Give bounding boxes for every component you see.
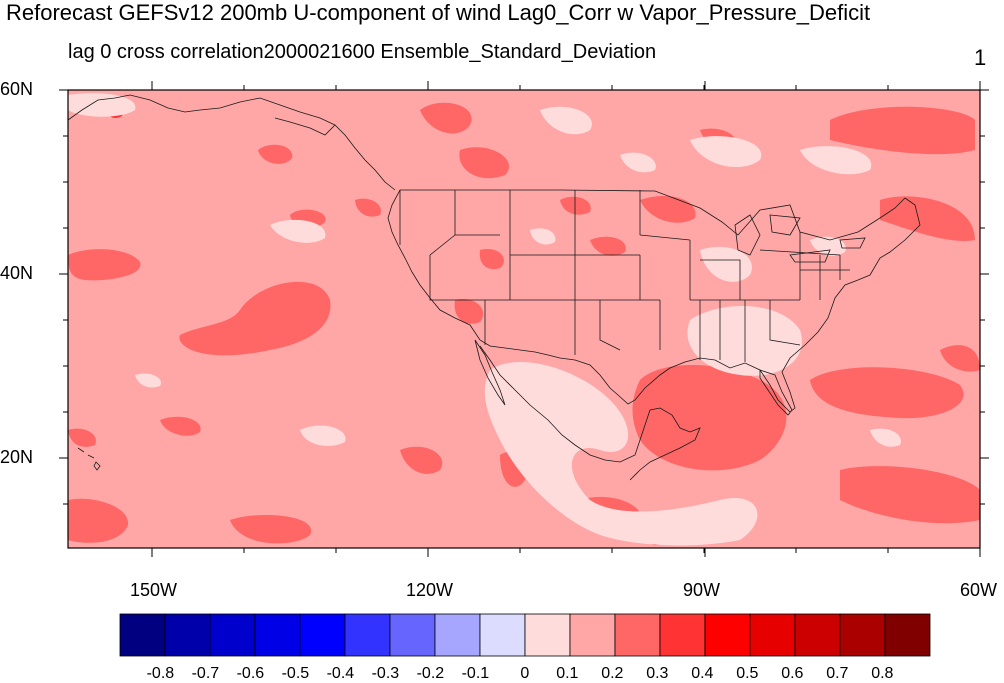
colorbar-label: -0.1	[461, 665, 490, 682]
colorbar-swatch	[209, 613, 256, 657]
colorbar-label: -0.7	[191, 665, 220, 682]
field-patches-low	[68, 93, 901, 546]
colorbar-label: -0.6	[236, 665, 265, 682]
map-field	[68, 90, 980, 548]
bc-coast-outline	[334, 124, 396, 191]
colorbar-swatch	[884, 613, 931, 657]
colorbar-swatch	[794, 613, 841, 657]
page-number: 1	[974, 45, 987, 70]
map-frame	[67, 89, 981, 549]
colorbar-label: -0.2	[416, 665, 445, 682]
lon-label-150w: 150W	[130, 580, 178, 600]
lon-label-120w: 120W	[406, 580, 454, 600]
colorbar-label: 0.3	[646, 665, 669, 682]
colorbar-label: 0.4	[691, 665, 714, 682]
colorbar-label: 0.7	[826, 665, 849, 682]
colorbar-swatch	[569, 613, 616, 657]
chart-subtitle: lag 0 cross correlation2000021600 Ensemb…	[68, 41, 657, 63]
colorbar-swatch	[479, 613, 526, 657]
colorbar-label: 0.2	[601, 665, 624, 682]
florida-outline	[759, 369, 793, 416]
lat-label-60n: 60N	[0, 79, 34, 99]
hawaii-outline	[77, 447, 101, 471]
colorbar-label: -0.4	[326, 665, 355, 682]
state-borders	[399, 190, 850, 362]
great-lakes-outline	[734, 214, 866, 263]
lon-label-60w: 60W	[960, 580, 998, 600]
baja-outline	[474, 339, 506, 406]
lat-label-20n: 20N	[0, 447, 34, 467]
colorbar-swatch	[749, 613, 796, 657]
colorbar-swatch	[659, 613, 706, 657]
colorbar-swatch	[254, 613, 301, 657]
colorbar-label: 0.8	[871, 665, 894, 682]
colorbar-label: 0.5	[736, 665, 759, 682]
field-patches-high	[68, 102, 980, 544]
colorbar-swatch	[164, 613, 211, 657]
colorbar-label: 0.6	[781, 665, 804, 682]
us-canada-outline	[387, 189, 921, 413]
colorbar-swatch	[839, 613, 886, 657]
colorbar-label: 0	[520, 665, 530, 682]
colorbar-swatch	[119, 613, 166, 657]
colorbar-swatch	[524, 613, 571, 657]
colorbar-label: -0.5	[281, 665, 310, 682]
colorbar-label: -0.8	[146, 665, 175, 682]
colorbar-swatch	[344, 613, 391, 657]
axis-ticks	[59, 81, 989, 557]
lon-label-90w: 90W	[683, 580, 721, 600]
lat-label-40n: 40N	[0, 263, 34, 283]
chart-title: Reforecast GEFSv12 200mb U-component of …	[6, 0, 871, 25]
colorbar	[119, 613, 931, 657]
alaska-outline	[68, 94, 336, 136]
mexico-outline	[479, 345, 701, 481]
colorbar-swatch	[299, 613, 346, 657]
colorbar-swatch	[614, 613, 661, 657]
colorbar-swatch	[704, 613, 751, 657]
colorbar-swatch	[389, 613, 436, 657]
colorbar-label: 0.1	[556, 665, 579, 682]
land-outlines	[68, 94, 921, 481]
colorbar-swatch	[434, 613, 481, 657]
colorbar-label: -0.3	[371, 665, 400, 682]
